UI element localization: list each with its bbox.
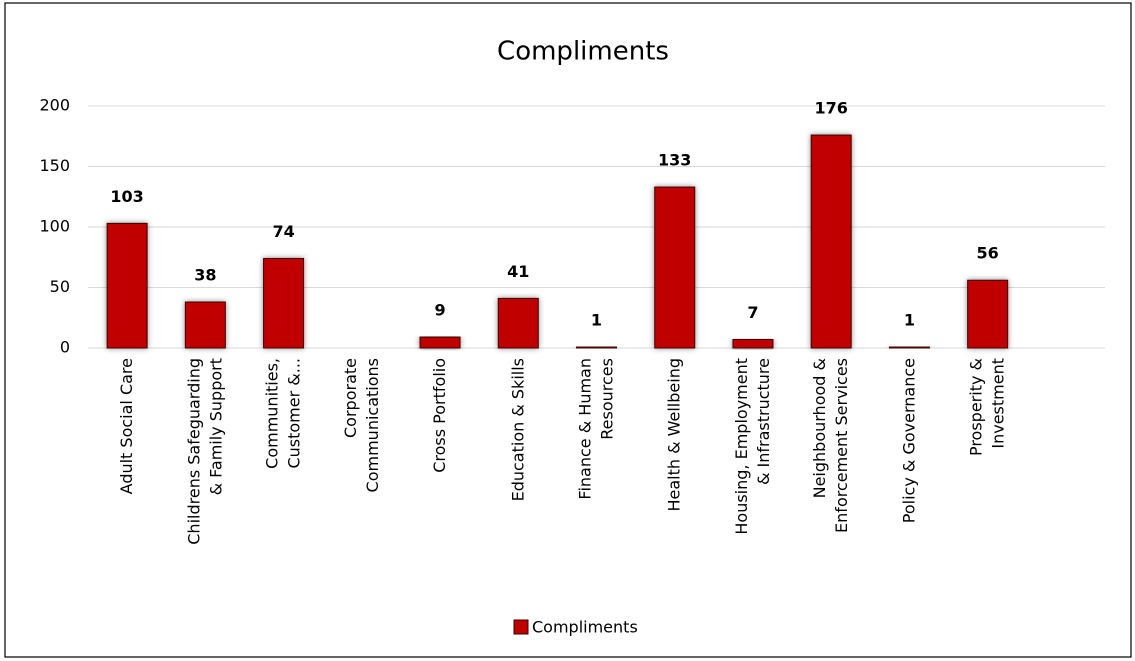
data-label: 176 — [814, 99, 847, 118]
data-label: 41 — [507, 262, 529, 281]
legend-label: Compliments — [532, 618, 638, 637]
bar — [106, 222, 148, 349]
x-tick-label: Adult Social Care — [117, 358, 136, 494]
bar — [654, 186, 696, 349]
data-label: 56 — [977, 244, 999, 263]
data-label: 38 — [194, 266, 216, 285]
y-tick-label: 150 — [39, 156, 70, 175]
x-tick-label: Policy & Governance — [899, 358, 918, 523]
bar — [732, 339, 774, 349]
x-tick-label: Childrens Safeguarding & Family Support — [184, 358, 225, 545]
data-label: 9 — [434, 301, 445, 320]
x-tick-label: Finance & Human Resources — [575, 358, 616, 500]
chart-border — [4, 2, 1132, 658]
x-tick-label: Health & Wellbeing — [664, 358, 683, 512]
data-label: 133 — [658, 151, 691, 170]
data-label: 1 — [591, 310, 602, 329]
bar — [967, 279, 1009, 349]
y-tick-label: 50 — [50, 277, 70, 296]
data-label: 74 — [272, 222, 294, 241]
data-label: 7 — [747, 303, 758, 322]
x-tick-label: Housing, Employment & Infrastructure — [731, 358, 772, 535]
chart-title: Compliments — [497, 37, 669, 67]
bar — [419, 336, 461, 349]
x-tick-label: Cross Portfolio — [430, 358, 449, 473]
bar — [263, 257, 305, 349]
x-tick-label: Education & Skills — [508, 358, 527, 501]
data-label: 1 — [904, 310, 915, 329]
x-tick-label: Prosperity & Investment — [966, 358, 1007, 456]
legend-swatch — [513, 619, 529, 635]
bar — [184, 301, 226, 349]
x-tick-label: Neighbourhood & Enforcement Services — [810, 358, 851, 533]
bar — [810, 134, 852, 349]
y-tick-label: 200 — [39, 96, 70, 115]
y-tick-label: 100 — [39, 217, 70, 236]
x-tick-label: Communities, Customer &... — [262, 358, 303, 469]
bar — [888, 346, 930, 349]
bar — [497, 297, 539, 349]
y-tick-label: 0 — [60, 338, 70, 357]
x-tick-label: Corporate Communications — [340, 358, 381, 492]
data-label: 103 — [110, 187, 143, 206]
bar — [576, 346, 617, 349]
